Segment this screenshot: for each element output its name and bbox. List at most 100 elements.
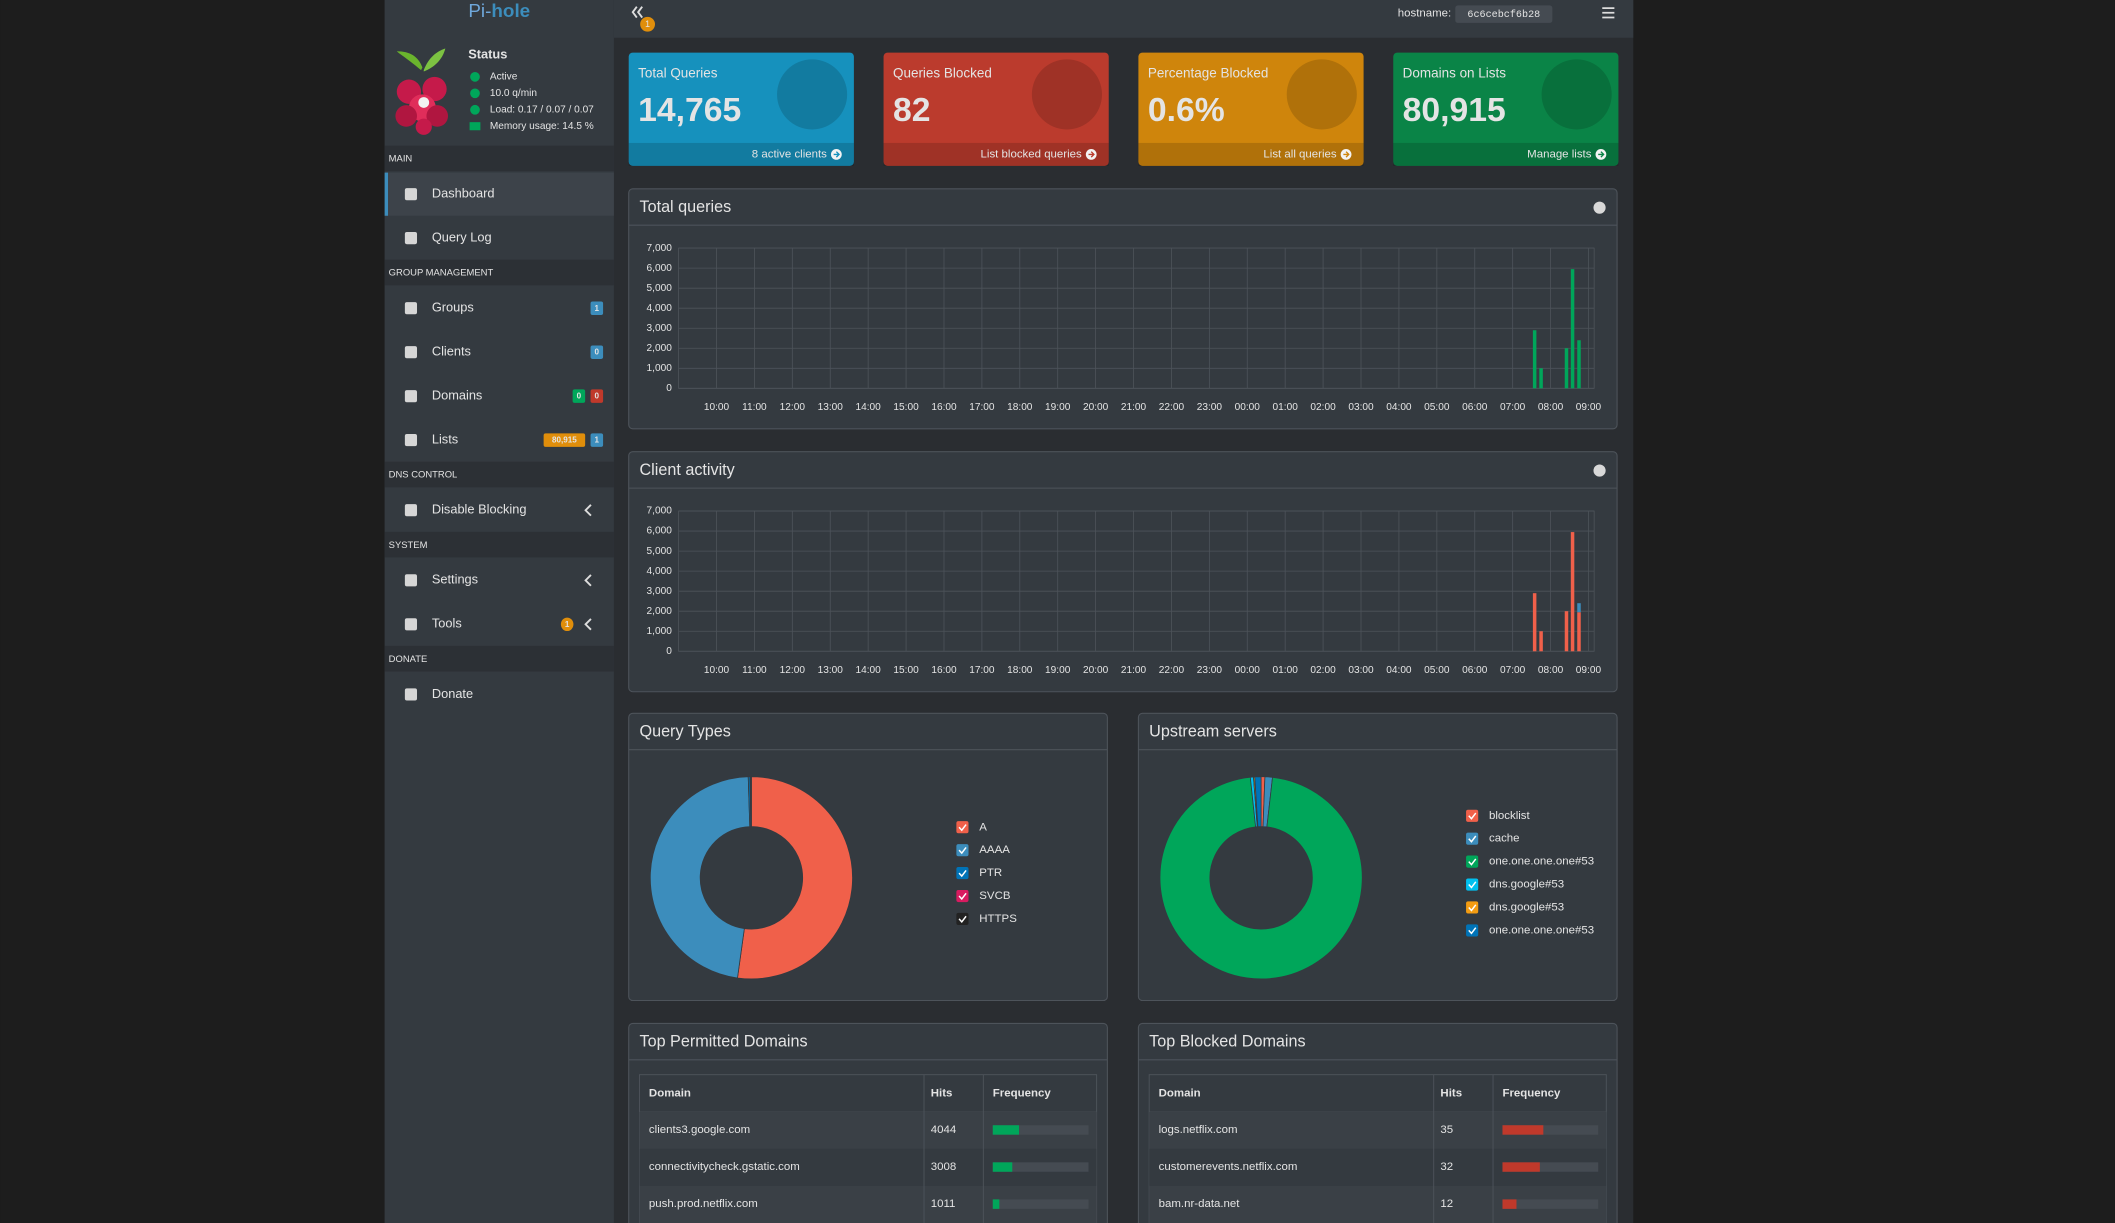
sidebar-toggle[interactable] — [631, 6, 643, 19]
legend-label: SVCB — [979, 890, 1011, 902]
bar — [1577, 340, 1581, 389]
stat-link-text: 8 active clients — [752, 148, 827, 160]
hostname: 6c6cebcf6b28 — [1467, 9, 1540, 21]
section-header: SYSTEM — [389, 539, 428, 550]
column-header: Frequency — [1502, 1088, 1561, 1100]
stat-link[interactable]: 8 active clients — [752, 148, 842, 160]
legend-check — [1468, 858, 1477, 866]
nav-item[interactable]: Disable Blocking — [404, 502, 592, 517]
domain-link[interactable]: push.prod.netflix.com — [649, 1198, 758, 1210]
legend-item[interactable]: A — [956, 821, 987, 834]
legend-box — [1466, 855, 1479, 868]
hostname-box — [1455, 5, 1553, 23]
domain-link[interactable]: customerevents.netflix.com — [1159, 1161, 1298, 1173]
legend-label: A — [979, 821, 987, 833]
stat-icon — [1031, 59, 1102, 130]
legend-box — [1466, 878, 1479, 891]
x-tick-label: 12:00 — [780, 665, 806, 676]
active-bg — [384, 172, 614, 216]
legend-item[interactable]: blocklist — [1466, 809, 1531, 822]
logo — [395, 48, 449, 135]
x-tick-label: 12:00 — [780, 402, 806, 413]
legend-item[interactable]: HTTPS — [956, 912, 1017, 926]
stat-box: Total Queries 14,765 8 active clients — [628, 52, 854, 166]
nav-icon — [404, 504, 418, 517]
x-tick-label: 10:00 — [704, 665, 730, 676]
legend-item[interactable]: cache — [1466, 832, 1520, 845]
x-tick-label: 05:00 — [1424, 665, 1450, 676]
status-item: Memory usage: 14.5 % — [490, 121, 594, 132]
status-item: Load: 0.17 / 0.07 / 0.07 — [490, 104, 594, 115]
stat-footer — [1393, 142, 1619, 166]
nav-label: Donate — [432, 686, 473, 701]
domain-link[interactable]: logs.netflix.com — [1159, 1124, 1238, 1136]
x-tick-label: 20:00 — [1083, 402, 1109, 413]
legend-check — [958, 915, 967, 924]
badge-text: 0 — [577, 392, 582, 401]
column-header: Domain — [649, 1088, 691, 1100]
badge — [572, 389, 586, 403]
legend-item[interactable]: AAAA — [956, 844, 1010, 857]
bar — [1570, 532, 1575, 652]
domain-link[interactable]: bam.nr-data.net — [1159, 1198, 1241, 1210]
legend-label: blocklist — [1489, 810, 1531, 822]
nav-label: Query Log — [432, 230, 492, 245]
legend-check — [1468, 835, 1477, 843]
card-title: Top Permitted Domains — [639, 1033, 807, 1051]
section-band — [384, 531, 614, 558]
nav-icon — [404, 232, 418, 245]
x-tick-label: 22:00 — [1159, 402, 1185, 413]
stat-link[interactable]: List blocked queries — [981, 148, 1097, 160]
legend-check — [1468, 812, 1477, 820]
domain-link[interactable]: clients3.google.com — [649, 1124, 750, 1136]
active-marker — [384, 172, 389, 216]
hits: 4044 — [931, 1124, 957, 1136]
legend-item[interactable]: PTR — [956, 867, 1002, 880]
nav-item[interactable]: Dashboard — [384, 172, 614, 216]
x-tick-label: 15:00 — [893, 402, 919, 413]
y-tick-label: 1,000 — [647, 626, 673, 637]
legend-check — [1468, 904, 1477, 912]
legend-item[interactable]: dns.google#53 — [1466, 901, 1564, 914]
nav-item[interactable]: Lists 1 80,915 — [404, 431, 604, 447]
badge — [590, 345, 604, 359]
legend-item[interactable]: SVCB — [956, 889, 1011, 903]
nav-item[interactable]: Domains 0 0 — [404, 388, 604, 403]
nav-item[interactable]: Clients 0 — [404, 344, 604, 359]
legend-item[interactable]: dns.google#53 — [1466, 878, 1564, 891]
legend-label: one.one.one.one#53 — [1489, 924, 1594, 936]
nav-item[interactable]: Settings — [404, 572, 592, 587]
legend-item[interactable]: one.one.one.one#53 — [1466, 855, 1594, 868]
hostname-label: hostname: — [1398, 8, 1451, 20]
nav-icon — [404, 346, 418, 359]
nav-label: Dashboard — [432, 186, 495, 201]
nav-item[interactable]: Query Log — [404, 230, 492, 245]
domain-link[interactable]: connectivitycheck.gstatic.com — [649, 1161, 800, 1173]
freq-bar — [1502, 1162, 1540, 1172]
nav-item[interactable]: Groups 1 — [404, 300, 604, 315]
menu-button[interactable] — [1602, 7, 1615, 19]
badge — [590, 301, 604, 315]
stat-bg — [1393, 52, 1619, 166]
section-header: DNS CONTROL — [389, 469, 458, 480]
stat-link[interactable]: List all queries — [1263, 148, 1352, 160]
x-tick-label: 10:00 — [704, 402, 730, 413]
nav-icon — [404, 390, 418, 403]
freq-track — [992, 1199, 1089, 1209]
chevron — [584, 574, 592, 587]
legend-item[interactable]: one.one.one.one#53 — [1466, 924, 1594, 937]
nav-item[interactable]: Donate — [404, 686, 473, 701]
x-tick-label: 19:00 — [1045, 402, 1071, 413]
freq-track — [992, 1125, 1089, 1135]
card: Upstream servers blocklist cache one.one.on… — [1137, 712, 1618, 1002]
section-header: GROUP MANAGEMENT — [389, 267, 494, 278]
stat-link[interactable]: Manage lists — [1527, 148, 1607, 160]
nav-item[interactable]: Tools 1 — [404, 616, 592, 632]
x-tick-label: 04:00 — [1386, 665, 1412, 676]
stat-link-text: List all queries — [1263, 148, 1336, 160]
y-tick-label: 5,000 — [647, 283, 673, 294]
x-tick-label: 02:00 — [1310, 402, 1336, 413]
